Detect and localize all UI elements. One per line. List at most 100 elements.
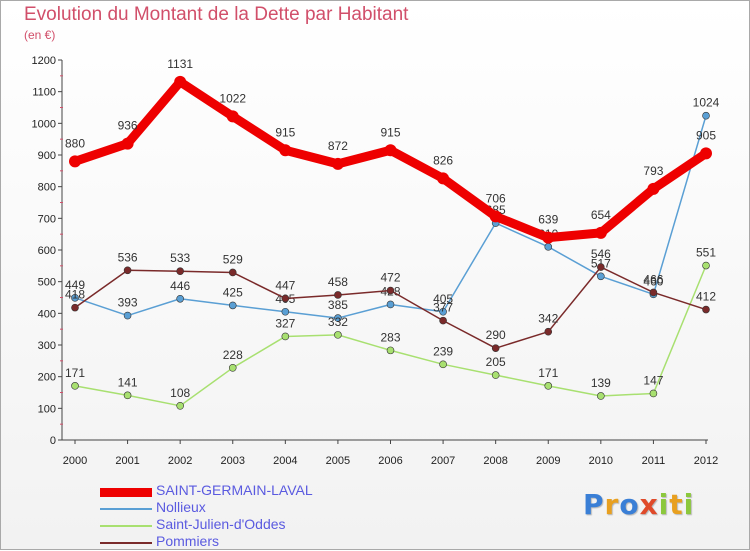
logo-letter: o [619, 488, 640, 521]
data-label: 1022 [219, 91, 246, 105]
x-tick-label: 2011 [642, 455, 666, 467]
data-point [647, 182, 660, 195]
y-tick-label: 1100 [32, 87, 56, 99]
data-label: 447 [275, 278, 295, 292]
x-tick-label: 2000 [63, 455, 87, 467]
y-tick-label: 700 [38, 213, 56, 225]
data-label: 536 [118, 250, 138, 264]
data-label: 139 [591, 376, 611, 390]
y-tick-label: 1000 [32, 118, 56, 130]
x-tick-label: 2008 [483, 455, 507, 467]
legend-item: Nollieux [100, 499, 400, 517]
legend-swatch [100, 487, 152, 497]
x-tick-label: 2007 [431, 455, 455, 467]
x-tick-label: 2003 [221, 455, 245, 467]
data-label: 639 [538, 213, 558, 227]
data-point [544, 382, 553, 390]
data-label: 377 [433, 301, 453, 315]
x-tick-label: 2001 [115, 455, 139, 467]
data-label: 880 [65, 136, 85, 150]
data-label: 517 [591, 256, 611, 270]
data-label: 327 [275, 316, 295, 330]
data-point [649, 389, 658, 398]
data-point [439, 316, 447, 325]
data-point [334, 331, 342, 339]
data-point [542, 231, 555, 244]
data-label: 446 [170, 279, 190, 293]
data-label: 551 [696, 246, 716, 260]
data-label: 1131 [167, 57, 193, 71]
data-label: 472 [380, 271, 400, 285]
y-tick-label: 200 [38, 372, 56, 384]
data-point [386, 300, 395, 309]
data-label: 228 [223, 348, 243, 362]
data-point [439, 307, 447, 316]
data-point [491, 371, 500, 379]
data-point [71, 382, 79, 390]
proxiti-logo: Proxiti [583, 488, 694, 521]
x-tick-label: 2012 [694, 455, 718, 467]
data-label: 425 [223, 285, 243, 299]
data-point [597, 392, 605, 400]
data-point [228, 268, 237, 277]
data-point [386, 286, 395, 295]
data-label: 826 [433, 153, 453, 167]
data-point [334, 291, 342, 299]
data-point [123, 266, 132, 275]
data-label: 706 [486, 191, 506, 205]
data-point [226, 110, 239, 123]
data-point [544, 327, 553, 336]
logo-letter: t [669, 488, 684, 521]
data-label: 239 [433, 344, 453, 358]
data-point [544, 243, 553, 251]
y-tick-label: 900 [38, 150, 56, 162]
data-point [702, 111, 710, 120]
data-point [176, 294, 184, 303]
data-label: 290 [486, 328, 506, 342]
data-label: 342 [538, 312, 558, 326]
data-label: 915 [275, 125, 295, 139]
data-point [176, 267, 184, 276]
x-tick-label: 2004 [273, 455, 297, 467]
x-tick-label: 2006 [378, 455, 402, 467]
legend-label: Saint-Julien-d'Oddes [156, 516, 286, 532]
y-tick-label: 800 [38, 182, 56, 194]
y-tick-label: 300 [38, 340, 56, 352]
y-tick-label: 1200 [32, 55, 56, 67]
data-point [437, 172, 450, 185]
data-label: 915 [380, 125, 400, 139]
y-tick-label: 100 [38, 403, 56, 415]
logo-letter: i [658, 488, 670, 521]
data-label: 793 [643, 164, 663, 178]
data-point [228, 363, 237, 372]
data-point [489, 210, 502, 223]
data-label: 141 [118, 375, 138, 389]
logo-letter: x [639, 488, 659, 521]
y-tick-label: 600 [38, 245, 56, 257]
data-label: 108 [170, 386, 190, 400]
y-tick-label: 500 [38, 277, 56, 289]
data-point [334, 314, 342, 322]
data-point [279, 144, 292, 157]
data-point [71, 303, 79, 312]
data-point [174, 75, 187, 88]
data-label: 905 [696, 128, 716, 142]
data-point [386, 346, 395, 355]
data-label: 546 [591, 247, 611, 261]
legend-swatch [100, 508, 152, 510]
logo-letter: i [683, 488, 695, 521]
data-label: 147 [643, 373, 663, 387]
data-label: 458 [328, 275, 348, 289]
x-tick-label: 2002 [168, 455, 192, 467]
data-point [69, 155, 81, 168]
data-label: 332 [328, 315, 348, 329]
data-label: 171 [65, 366, 85, 380]
data-point [384, 144, 397, 157]
data-label: 460 [643, 274, 663, 288]
legend-item: SAINT-GERMAIN-LAVAL [100, 482, 400, 500]
data-label: 283 [380, 330, 400, 344]
y-tick-label: 400 [38, 308, 56, 320]
legend-label: Nollieux [156, 499, 206, 515]
data-label: 393 [118, 296, 138, 310]
